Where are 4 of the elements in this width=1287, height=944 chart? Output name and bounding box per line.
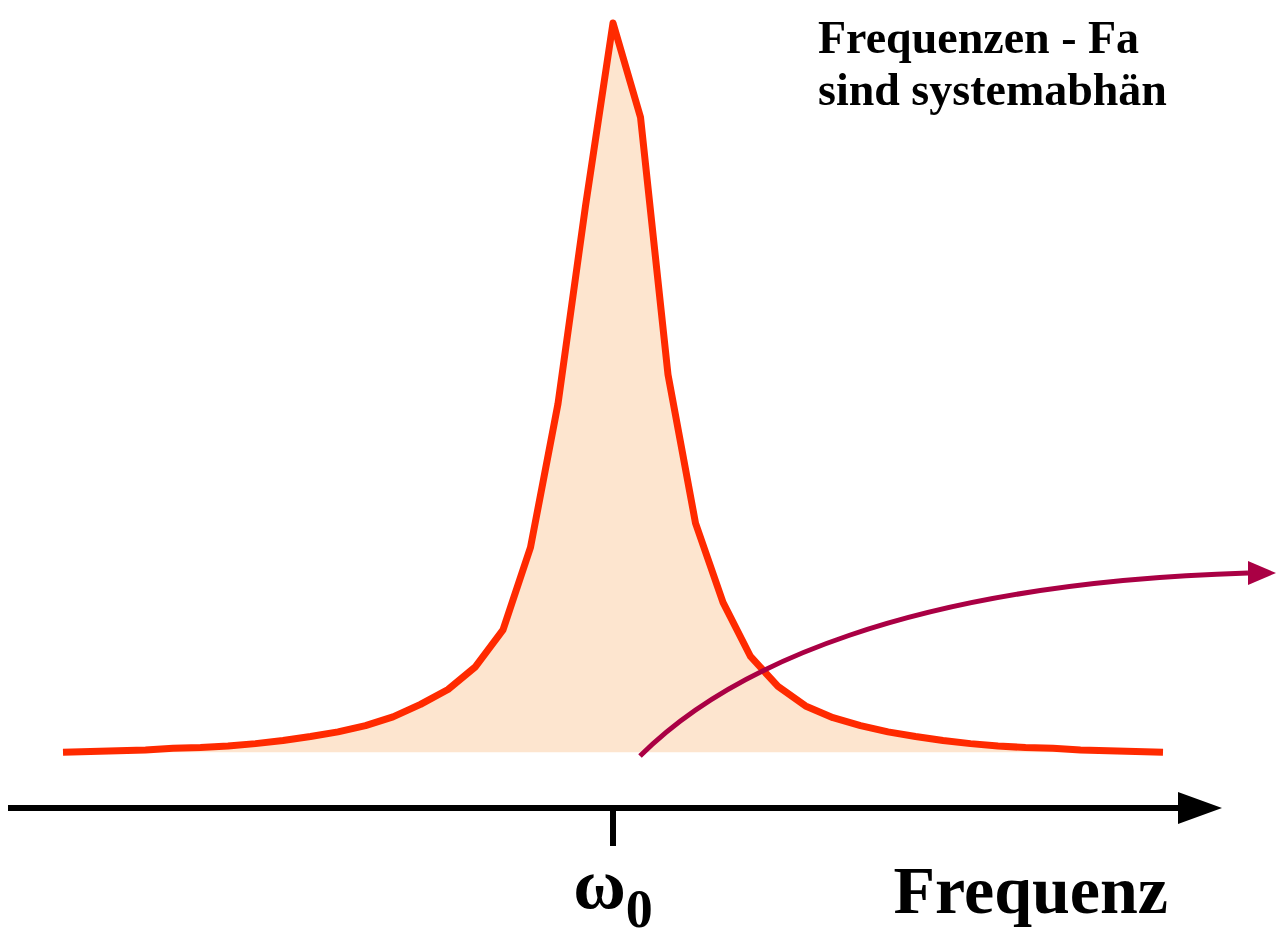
x-axis-title: Frequenz: [893, 852, 1168, 928]
annotation: Frequenzen - Fa: [818, 12, 1140, 63]
text: ω$_{0}$: [573, 844, 653, 939]
annotation: sind systemabhän: [818, 64, 1167, 115]
